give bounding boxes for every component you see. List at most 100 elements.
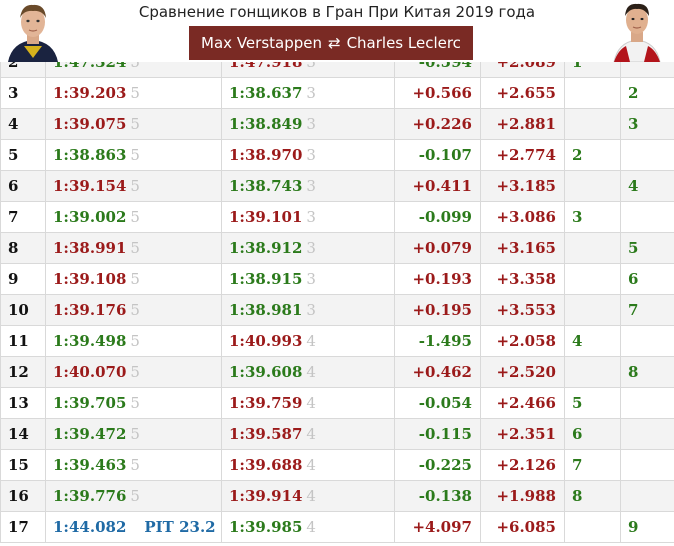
page-title: Сравнение гонщиков в Гран При Китая 2019… (138, 3, 536, 21)
driver2-position: 4 (306, 332, 316, 350)
lap-difference: -0.099 (394, 201, 481, 233)
driver1-lap-cell: 1:38.863 5 (45, 139, 222, 171)
lap-number: 13 (0, 387, 46, 419)
table-row: 2 1:47.324 5 1:47.918 3 -0.594 +2.089 1 (0, 46, 674, 78)
lap-difference: -0.107 (394, 139, 481, 171)
total-gap: +1.988 (480, 480, 565, 512)
driver2-lap-cell: 1:38.849 3 (221, 108, 395, 140)
total-gap: +2.655 (480, 77, 565, 109)
table-row: 16 1:39.776 5 1:39.914 4 -0.138 +1.988 8 (0, 480, 674, 512)
driver1-lap-time: 1:39.176 (53, 301, 127, 319)
driver2-faster-count: 6 (620, 263, 674, 295)
table-row: 17 1:44.082 PIT 23.2 1:39.985 4 +4.097 +6.085 9 (0, 511, 674, 543)
driver1-lap-cell: 1:39.463 5 (45, 449, 222, 481)
lap-number: 16 (0, 480, 46, 512)
driver2-lap-time: 1:39.914 (229, 487, 303, 505)
driver2-faster-count (620, 387, 674, 419)
driver1-position: 5 (130, 487, 140, 505)
driver2-lap-cell: 1:38.915 3 (221, 263, 395, 295)
driver1-faster-count (564, 232, 621, 264)
driver1-faster-count (564, 170, 621, 202)
table-row: 8 1:38.991 5 1:38.912 3 +0.079 +3.165 5 (0, 232, 674, 264)
table-row: 4 1:39.075 5 1:38.849 3 +0.226 +2.881 3 (0, 108, 674, 140)
lap-difference: -0.225 (394, 449, 481, 481)
lap-difference: +0.411 (394, 170, 481, 202)
driver2-faster-count (620, 449, 674, 481)
driver2-lap-time: 1:38.743 (229, 177, 303, 195)
pit-stop-label: PIT 23.2 (144, 518, 216, 536)
driver2-lap-cell: 1:39.587 4 (221, 418, 395, 450)
driver1-position: 5 (130, 363, 140, 381)
driver2-faster-count: 3 (620, 108, 674, 140)
driver1-lap-time: 1:39.498 (53, 332, 127, 350)
driver2-lap-cell: 1:39.101 3 (221, 201, 395, 233)
driver2-faster-count: 2 (620, 77, 674, 109)
driver1-lap-cell: 1:39.075 5 (45, 108, 222, 140)
driver2-position: 4 (306, 394, 316, 412)
table-row: 3 1:39.203 5 1:38.637 3 +0.566 +2.655 2 (0, 77, 674, 109)
driver2-lap-time: 1:39.587 (229, 425, 303, 443)
driver2-position: 4 (306, 363, 316, 381)
lap-number: 14 (0, 418, 46, 450)
driver2-lap-cell: 1:38.912 3 (221, 232, 395, 264)
driver1-faster-count (564, 356, 621, 388)
total-gap: +3.553 (480, 294, 565, 326)
driver1-position: 5 (130, 425, 140, 443)
driver-swap-button[interactable]: Max Verstappen ⇄ Charles Leclerc (189, 26, 473, 60)
table-row: 12 1:40.070 5 1:39.608 4 +0.462 +2.520 8 (0, 356, 674, 388)
driver1-lap-time: 1:40.070 (53, 363, 127, 381)
table-row: 11 1:39.498 5 1:40.993 4 -1.495 +2.058 4 (0, 325, 674, 357)
driver2-lap-time: 1:39.608 (229, 363, 303, 381)
driver1-position: 5 (130, 115, 140, 133)
driver2-position: 3 (306, 301, 316, 319)
driver2-faster-count (620, 418, 674, 450)
total-gap: +2.774 (480, 139, 565, 171)
lap-number: 4 (0, 108, 46, 140)
driver1-lap-cell: 1:38.991 5 (45, 232, 222, 264)
driver2-faster-count (620, 325, 674, 357)
driver1-position: 5 (130, 84, 140, 102)
driver2-lap-time: 1:39.688 (229, 456, 303, 474)
lap-difference: +0.195 (394, 294, 481, 326)
table-row: 13 1:39.705 5 1:39.759 4 -0.054 +2.466 5 (0, 387, 674, 419)
total-gap: +2.520 (480, 356, 565, 388)
lap-difference: +0.462 (394, 356, 481, 388)
lap-number: 7 (0, 201, 46, 233)
driver2-position: 3 (306, 270, 316, 288)
driver1-faster-count: 3 (564, 201, 621, 233)
driver1-lap-cell: 1:39.108 5 (45, 263, 222, 295)
lap-difference: +0.193 (394, 263, 481, 295)
driver2-lap-cell: 1:38.743 3 (221, 170, 395, 202)
lap-difference: +0.079 (394, 232, 481, 264)
driver2-lap-time: 1:39.985 (229, 518, 303, 536)
driver1-lap-cell: 1:39.002 5 (45, 201, 222, 233)
driver1-position: 5 (130, 394, 140, 412)
driver2-position: 4 (306, 487, 316, 505)
total-gap: +2.351 (480, 418, 565, 450)
driver1-lap-time: 1:44.082 (53, 518, 127, 536)
total-gap: +2.466 (480, 387, 565, 419)
driver2-lap-time: 1:38.912 (229, 239, 303, 257)
driver1-lap-cell: 1:39.154 5 (45, 170, 222, 202)
driver1-faster-count: 2 (564, 139, 621, 171)
total-gap: +2.126 (480, 449, 565, 481)
driver1-position: 5 (130, 456, 140, 474)
driver2-lap-cell: 1:39.985 4 (221, 511, 395, 543)
driver1-lap-time: 1:39.075 (53, 115, 127, 133)
driver1-position: 5 (130, 301, 140, 319)
lap-number: 9 (0, 263, 46, 295)
driver2-lap-time: 1:38.915 (229, 270, 303, 288)
driver2-lap-cell: 1:38.981 3 (221, 294, 395, 326)
driver2-position: 4 (306, 518, 316, 536)
driver1-position: 5 (130, 208, 140, 226)
driver2-lap-time: 1:38.637 (229, 84, 303, 102)
driver2-lap-time: 1:38.981 (229, 301, 303, 319)
driver2-lap-time: 1:39.101 (229, 208, 303, 226)
total-gap: +3.358 (480, 263, 565, 295)
driver2-position: 3 (306, 239, 316, 257)
driver2-position: 3 (306, 115, 316, 133)
driver1-faster-count: 7 (564, 449, 621, 481)
driver1-lap-time: 1:39.463 (53, 456, 127, 474)
driver1-position: 5 (130, 146, 140, 164)
table-row: 5 1:38.863 5 1:38.970 3 -0.107 +2.774 2 (0, 139, 674, 171)
